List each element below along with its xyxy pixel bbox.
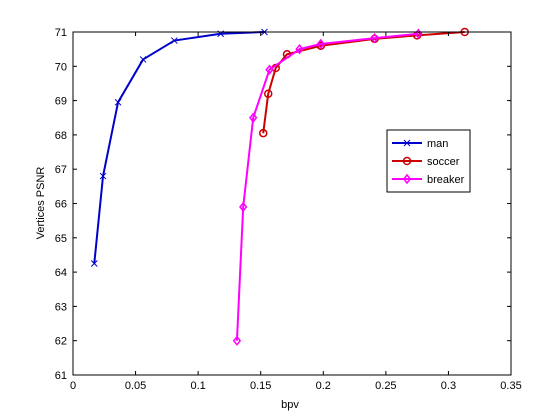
x-tick-label: 0.2 — [316, 380, 331, 392]
y-tick-label: 63 — [55, 301, 67, 313]
legend-marker — [403, 139, 411, 147]
y-tick-label: 69 — [55, 96, 67, 108]
x-tick-label: 0.25 — [375, 380, 396, 392]
data-point-breaker — [232, 335, 242, 346]
y-tick-label: 66 — [55, 199, 67, 211]
x-tick-label: 0.35 — [500, 380, 521, 392]
legend-marker — [402, 156, 412, 166]
y-tick-label: 70 — [55, 61, 67, 73]
data-point-soccer — [263, 89, 273, 98]
legend-label: man — [427, 138, 448, 150]
y-tick-label: 65 — [55, 233, 67, 245]
y-axis-title: Vertices PSNR — [35, 167, 47, 240]
x-tick-label: 0.15 — [250, 380, 271, 392]
series-line-soccer — [262, 31, 465, 134]
y-tick-label: 62 — [55, 336, 67, 348]
data-point-man — [171, 37, 178, 44]
data-point-man — [99, 172, 107, 180]
series-breaker — [232, 28, 423, 346]
legend-entry-breaker: breaker — [392, 173, 465, 186]
data-point-man — [114, 98, 122, 106]
y-tick-label: 68 — [55, 130, 67, 142]
data-point-breaker — [249, 112, 258, 123]
legend-label: breaker — [427, 174, 465, 186]
data-point-breaker — [295, 43, 304, 55]
data-point-breaker — [316, 38, 325, 50]
legend-entry-man: man — [392, 138, 448, 150]
data-point-man — [139, 56, 147, 63]
legend-label: soccer — [427, 156, 460, 168]
x-tick-label: 0.05 — [125, 380, 146, 392]
x-axis-title: bpv — [281, 399, 299, 411]
series-line-breaker — [235, 32, 419, 341]
y-tick-label: 67 — [55, 164, 67, 176]
y-tick-label: 61 — [55, 370, 67, 382]
axes-layer: 0 0.05 0.1 0.15 0.2 0.25 0.3 0.35 61 62 63 64 65 66 67… — [55, 27, 522, 392]
data-point-soccer — [258, 128, 268, 138]
legend-entry-soccer: soccer — [392, 156, 460, 168]
x-tick-label: 0.1 — [190, 380, 205, 392]
data-point-breaker — [370, 32, 379, 44]
x-tick-label: 0 — [70, 380, 76, 392]
legend-marker — [402, 173, 412, 185]
x-tick-label: 0.3 — [441, 380, 456, 392]
data-point-man — [90, 260, 98, 267]
plot-area — [73, 32, 511, 375]
data-point-breaker — [265, 64, 274, 75]
legend: man soccer breaker — [386, 129, 471, 193]
plot-background — [73, 32, 511, 375]
data-point-breaker — [239, 201, 248, 213]
y-tick-label: 64 — [55, 267, 67, 279]
y-tick-label: 71 — [55, 27, 67, 39]
